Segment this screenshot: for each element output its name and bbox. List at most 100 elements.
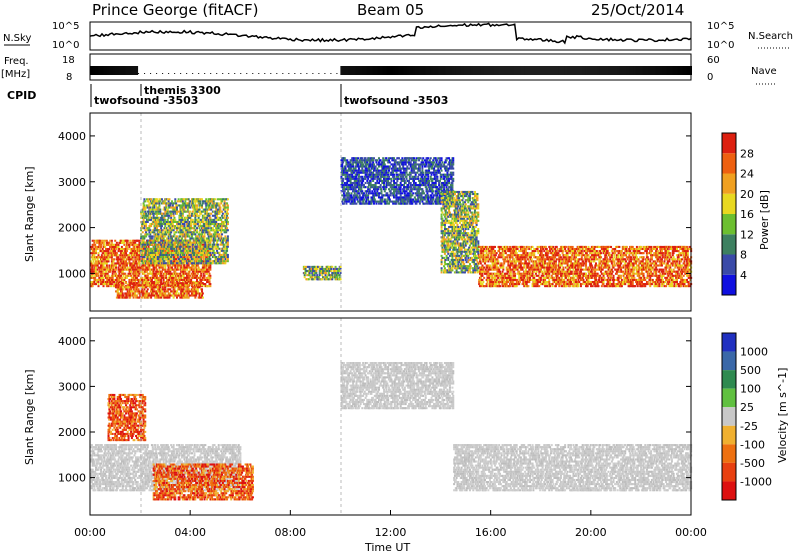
data-cell xyxy=(170,223,173,226)
data-cell xyxy=(201,216,204,219)
freq-mark xyxy=(607,66,609,75)
data-cell xyxy=(189,231,192,234)
data-cell xyxy=(209,276,212,279)
freq-mark xyxy=(454,66,456,75)
data-cell xyxy=(129,247,132,251)
data-cell xyxy=(125,288,128,291)
data-cell xyxy=(184,268,187,271)
data-cell xyxy=(183,262,186,265)
data-cell xyxy=(138,296,141,299)
data-cell xyxy=(160,223,163,226)
data-cell xyxy=(121,282,124,285)
data-cell xyxy=(143,282,146,285)
data-cell xyxy=(219,216,222,219)
data-cell xyxy=(201,284,204,287)
data-cell xyxy=(145,235,148,238)
freq-mark xyxy=(379,66,381,75)
freq-mark xyxy=(581,66,583,75)
data-cell xyxy=(154,237,157,240)
data-cell xyxy=(156,200,159,203)
data-cell xyxy=(164,296,167,299)
freq-mark xyxy=(91,66,93,75)
data-cell xyxy=(194,286,197,289)
data-cell xyxy=(158,198,161,201)
freq-mark xyxy=(563,66,565,75)
data-cell xyxy=(167,200,170,203)
data-cell xyxy=(218,256,221,259)
freq-mark xyxy=(470,66,472,75)
freq-mark xyxy=(558,66,560,75)
data-cell xyxy=(180,264,183,267)
data-cell xyxy=(212,204,215,207)
data-cell xyxy=(138,260,141,263)
data-cell xyxy=(205,262,208,265)
data-cell xyxy=(220,198,223,201)
data-cell xyxy=(174,220,177,223)
data-cell xyxy=(206,251,209,254)
data-cell xyxy=(171,247,174,250)
data-cell xyxy=(146,264,149,267)
data-cell xyxy=(153,245,156,248)
data-cell xyxy=(221,210,224,213)
freq-mark xyxy=(688,66,690,75)
freq-mark xyxy=(555,66,557,75)
data-cell xyxy=(132,276,135,279)
data-cell xyxy=(221,262,224,265)
freq-mark xyxy=(618,66,620,75)
data-cell xyxy=(190,253,193,256)
data-cell xyxy=(205,198,208,201)
data-cell xyxy=(127,283,130,286)
freq-mark xyxy=(538,66,540,75)
data-cell xyxy=(96,268,99,271)
data-cell xyxy=(172,202,175,205)
data-cell xyxy=(312,267,315,270)
data-cell xyxy=(96,247,99,251)
data-cell xyxy=(217,235,220,238)
data-cell xyxy=(114,270,117,273)
data-cell xyxy=(151,251,154,254)
data-cell xyxy=(176,227,179,230)
nsky-panel: N.Sky 10^5 10^0 10^5 10^0 N.Search xyxy=(3,21,793,51)
data-cell xyxy=(345,200,348,203)
data-cell xyxy=(205,266,208,269)
data-cell xyxy=(129,284,132,287)
data-cell xyxy=(146,239,149,242)
data-cell xyxy=(163,233,166,236)
data-cell xyxy=(221,225,224,228)
freq-mark xyxy=(686,66,688,75)
data-cell xyxy=(116,278,119,281)
freq-mark xyxy=(192,73,194,74)
data-cell xyxy=(353,192,356,195)
data-cell xyxy=(178,218,181,221)
data-cell xyxy=(203,264,206,267)
data-cell xyxy=(149,237,152,240)
freq-mark xyxy=(651,66,653,75)
freq-mark xyxy=(547,66,549,75)
freq-tick-lo: 8 xyxy=(66,72,72,83)
data-cell xyxy=(190,251,193,254)
data-cell xyxy=(189,262,192,265)
data-cell xyxy=(196,280,199,284)
data-cell xyxy=(214,233,217,236)
data-cell xyxy=(210,237,213,240)
freq-mark xyxy=(490,66,492,75)
data-cell xyxy=(202,223,205,226)
data-cell xyxy=(201,206,204,209)
freq-mark xyxy=(436,66,438,75)
data-cell xyxy=(159,253,162,256)
freq-mark xyxy=(137,66,139,75)
data-cell xyxy=(226,229,229,232)
data-cell xyxy=(105,264,108,267)
data-cell xyxy=(98,262,101,265)
data-cell xyxy=(100,280,103,284)
freq-mark xyxy=(624,66,626,75)
data-cell xyxy=(150,237,153,240)
data-cell xyxy=(170,218,173,221)
data-cell xyxy=(341,186,344,189)
data-cell xyxy=(207,212,210,215)
data-cell xyxy=(226,260,229,263)
data-cell xyxy=(353,200,356,203)
data-cell xyxy=(100,266,103,269)
data-cell xyxy=(165,206,168,209)
data-cell xyxy=(185,249,188,252)
